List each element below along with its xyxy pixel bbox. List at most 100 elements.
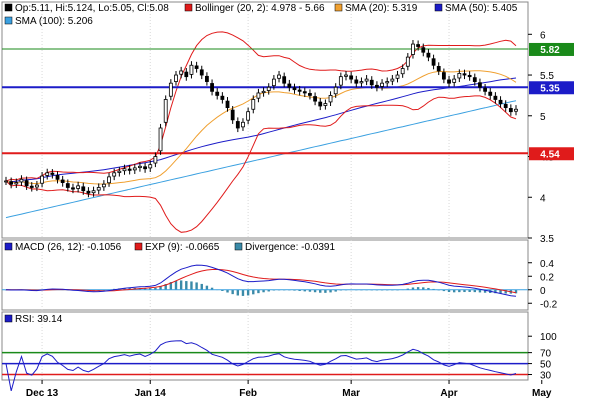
- legend-swatch: [434, 3, 443, 12]
- divergence-bar: [406, 288, 410, 290]
- divergence-bar: [416, 287, 420, 290]
- divergence-bar: [164, 283, 167, 290]
- candle-body: [107, 176, 111, 184]
- divergence-bar: [159, 286, 162, 290]
- divergence-bar: [185, 281, 188, 290]
- macd-signal-line: [6, 268, 517, 294]
- divergence-bar: [422, 287, 425, 290]
- candle-body: [395, 74, 400, 79]
- candle-body: [205, 75, 209, 82]
- candle-body: [431, 58, 436, 66]
- price-tick-label: 3.5: [540, 234, 554, 245]
- candle-body: [282, 76, 287, 84]
- candle-body: [122, 168, 127, 172]
- rsi-tick-label: 100: [540, 332, 557, 343]
- candle-body: [333, 86, 338, 95]
- divergence-bar: [411, 287, 415, 290]
- candle-body: [271, 78, 276, 87]
- level-label-box: [529, 42, 574, 56]
- candle-body: [416, 44, 421, 47]
- legend-swatch: [4, 3, 13, 12]
- divergence-bar: [200, 283, 203, 290]
- price-tick-label: 6: [540, 30, 546, 41]
- legend-entry: Divergence: -0.0391: [245, 242, 335, 253]
- candle-body: [472, 77, 477, 82]
- divergence-bar: [473, 289, 476, 293]
- candle-body: [143, 166, 147, 170]
- macd-tick-label: 0: [540, 286, 546, 297]
- divergence-bar: [236, 289, 240, 296]
- rsi-tick-label: 50: [540, 360, 552, 371]
- divergence-bar: [308, 289, 312, 292]
- macd-tick-label: 0.4: [540, 259, 554, 270]
- candle-body: [241, 121, 245, 128]
- price-tick-label: 5: [540, 112, 546, 123]
- x-tick-label: Jan 14: [135, 388, 167, 399]
- sma-20-line: [5, 70, 517, 185]
- level-label: 4.54: [540, 149, 560, 160]
- macd-tick-label: 0.2: [540, 272, 554, 283]
- candle-body: [261, 90, 266, 94]
- candle-body: [503, 103, 508, 109]
- legend-entry: SMA (20): 5.319: [345, 3, 418, 14]
- candle-body: [452, 78, 457, 83]
- candle-body: [148, 164, 153, 169]
- candle-body: [210, 83, 214, 92]
- legend-entry: Op:5.11, Hi:5.124, Lo:5.05, Cl:5.08: [15, 3, 169, 14]
- candle-body: [493, 95, 498, 100]
- bollinger-lower-line: [5, 95, 517, 233]
- candle-body: [184, 71, 189, 78]
- divergence-bar: [226, 289, 229, 293]
- candle-body: [138, 165, 142, 168]
- legend-entry: EXP (9): -0.0665: [145, 242, 220, 253]
- divergence-bar: [468, 289, 471, 292]
- candle-body: [101, 183, 106, 188]
- legend-entry: Bollinger (20, 2): 4.978 - 5.66: [195, 3, 325, 14]
- candle-body: [168, 82, 173, 97]
- divergence-bar: [174, 280, 178, 290]
- candle-body: [35, 184, 39, 188]
- divergence-bar: [123, 288, 126, 290]
- rsi-tick-label: 70: [540, 349, 552, 360]
- divergence-bar: [241, 289, 245, 296]
- candle-body: [457, 73, 462, 79]
- candle-body: [81, 186, 86, 192]
- candle-body: [400, 68, 405, 75]
- candle-body: [426, 52, 431, 58]
- candle-body: [344, 74, 348, 77]
- candle-body: [153, 156, 158, 164]
- legend-entry: MACD (26, 12): -0.1056: [15, 242, 122, 253]
- candle-body: [174, 74, 178, 82]
- candle-body: [71, 187, 75, 190]
- candle-body: [287, 83, 292, 88]
- candle-body: [380, 82, 384, 87]
- candle-body: [96, 187, 101, 191]
- candle-body: [40, 175, 44, 184]
- divergence-bar: [494, 289, 497, 294]
- candle-body: [266, 86, 271, 91]
- candle-body: [292, 87, 297, 91]
- divergence-bar: [154, 287, 157, 290]
- candle-body: [246, 111, 251, 121]
- divergence-bar: [252, 289, 255, 295]
- legend-entry: SMA (50): 5.405: [445, 3, 518, 14]
- divergence-bar: [319, 289, 322, 293]
- candle-body: [318, 101, 323, 107]
- candle-body: [65, 183, 70, 188]
- candle-body: [60, 179, 65, 183]
- candle-body: [158, 127, 163, 152]
- divergence-bar: [499, 289, 502, 294]
- rsi-tick-label: 30: [540, 371, 552, 382]
- x-tick-label: Apr: [440, 388, 457, 399]
- divergence-bar: [329, 289, 332, 293]
- candle-body: [225, 100, 230, 109]
- divergence-bar: [483, 289, 487, 293]
- rsi-panel: [1, 311, 529, 381]
- candle-body: [385, 81, 390, 84]
- candle-body: [297, 89, 302, 92]
- divergence-bar: [262, 289, 265, 293]
- candle-body: [24, 180, 29, 187]
- divergence-bar: [334, 289, 337, 292]
- candle-body: [514, 108, 518, 112]
- macd-tick-label: -0.2: [540, 299, 558, 310]
